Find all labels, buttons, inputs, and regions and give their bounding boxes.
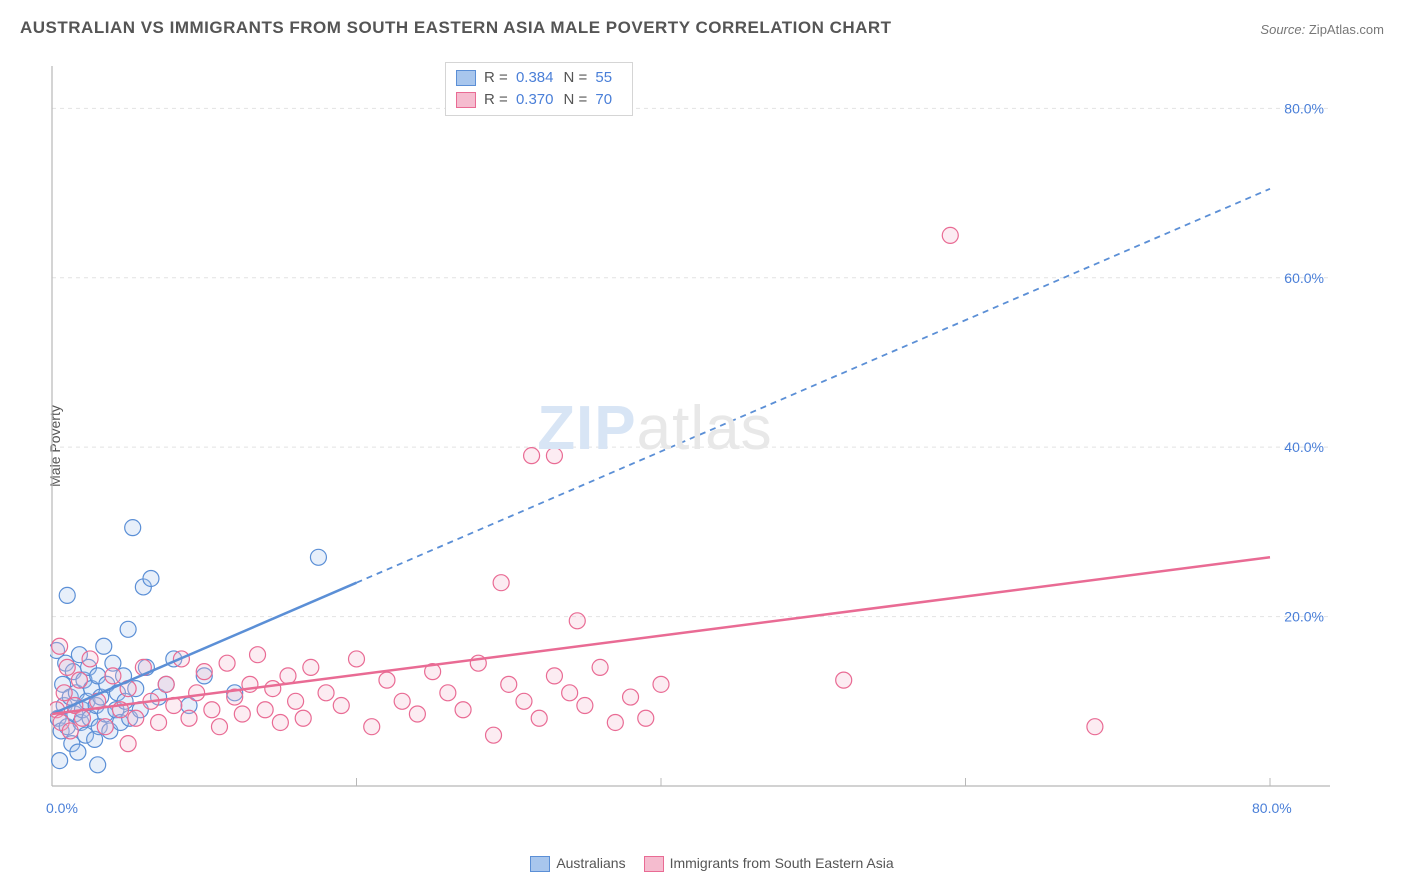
- data-point: [607, 714, 623, 730]
- data-point: [364, 719, 380, 735]
- data-point: [569, 613, 585, 629]
- legend-swatch: [644, 856, 664, 872]
- data-point: [70, 744, 86, 760]
- data-point: [74, 710, 90, 726]
- legend-n-label: N =: [563, 69, 587, 86]
- legend-r-label: R =: [484, 91, 508, 108]
- trend-line-extrapolated: [357, 189, 1271, 583]
- data-point: [234, 706, 250, 722]
- y-tick-label: 40.0%: [1284, 439, 1324, 455]
- correlation-legend: R = 0.384 N = 55 R = 0.370 N = 70: [445, 62, 633, 116]
- data-point: [623, 689, 639, 705]
- data-point: [836, 672, 852, 688]
- data-point: [56, 685, 72, 701]
- data-point: [211, 719, 227, 735]
- source-label: Source:: [1260, 22, 1305, 37]
- data-point: [486, 727, 502, 743]
- legend-swatch: [456, 92, 476, 108]
- data-point: [379, 672, 395, 688]
- data-point: [455, 702, 471, 718]
- data-point: [105, 668, 121, 684]
- data-point: [394, 693, 410, 709]
- data-point: [71, 672, 87, 688]
- data-point: [310, 549, 326, 565]
- data-point: [59, 659, 75, 675]
- data-point: [501, 676, 517, 692]
- data-point: [257, 702, 273, 718]
- legend-row: R = 0.370 N = 70: [456, 89, 622, 111]
- data-point: [181, 710, 197, 726]
- data-point: [52, 638, 68, 654]
- data-point: [349, 651, 365, 667]
- x-tick-label: 80.0%: [1252, 800, 1292, 816]
- data-point: [333, 698, 349, 714]
- data-point: [59, 587, 75, 603]
- legend-swatch: [456, 70, 476, 86]
- data-point: [250, 647, 266, 663]
- legend-r-label: R =: [484, 69, 508, 86]
- data-point: [409, 706, 425, 722]
- data-point: [120, 621, 136, 637]
- data-point: [562, 685, 578, 701]
- legend-n-label: N =: [563, 91, 587, 108]
- data-point: [128, 710, 144, 726]
- legend-swatch: [530, 856, 550, 872]
- x-tick-label: 0.0%: [46, 800, 78, 816]
- y-tick-label: 20.0%: [1284, 609, 1324, 625]
- legend-n-value: 55: [595, 69, 612, 86]
- data-point: [280, 668, 296, 684]
- data-point: [303, 659, 319, 675]
- legend-r-value: 0.370: [516, 91, 554, 108]
- data-point: [189, 685, 205, 701]
- data-point: [1087, 719, 1103, 735]
- data-point: [493, 575, 509, 591]
- data-point: [143, 570, 159, 586]
- data-point: [638, 710, 654, 726]
- data-point: [942, 227, 958, 243]
- data-point: [577, 698, 593, 714]
- data-point: [288, 693, 304, 709]
- legend-series-label: Australians: [556, 855, 625, 871]
- data-point: [120, 736, 136, 752]
- legend-series-label: Immigrants from South Eastern Asia: [670, 855, 894, 871]
- y-tick-label: 60.0%: [1284, 270, 1324, 286]
- data-point: [52, 753, 68, 769]
- data-point: [516, 693, 532, 709]
- data-point: [204, 702, 220, 718]
- data-point: [318, 685, 334, 701]
- data-point: [125, 520, 141, 536]
- data-point: [592, 659, 608, 675]
- data-point: [546, 448, 562, 464]
- data-point: [531, 710, 547, 726]
- legend-r-value: 0.384: [516, 69, 554, 86]
- series-legend: Australians Immigrants from South Eastern…: [0, 855, 1406, 872]
- data-point: [440, 685, 456, 701]
- data-point: [96, 638, 112, 654]
- data-point: [82, 651, 98, 667]
- data-point: [97, 719, 113, 735]
- source-value: ZipAtlas.com: [1309, 22, 1384, 37]
- chart-title: AUSTRALIAN VS IMMIGRANTS FROM SOUTH EAST…: [20, 18, 892, 38]
- data-point: [295, 710, 311, 726]
- data-point: [546, 668, 562, 684]
- y-tick-label: 80.0%: [1284, 100, 1324, 116]
- plot-area: 20.0%40.0%60.0%80.0% 0.0%80.0%: [50, 62, 1330, 802]
- data-point: [524, 448, 540, 464]
- data-point: [219, 655, 235, 671]
- scatter-chart-svg: 20.0% 40.0% 60.0% 80.0%: [50, 62, 1330, 802]
- data-point: [158, 676, 174, 692]
- legend-n-value: 70: [595, 91, 612, 108]
- source-attribution: Source: ZipAtlas.com: [1260, 22, 1384, 37]
- data-point: [196, 664, 212, 680]
- legend-row: R = 0.384 N = 55: [456, 67, 622, 89]
- data-point: [265, 681, 281, 697]
- data-point: [653, 676, 669, 692]
- data-point: [90, 757, 106, 773]
- data-point: [151, 714, 167, 730]
- data-point: [272, 714, 288, 730]
- data-point: [62, 723, 78, 739]
